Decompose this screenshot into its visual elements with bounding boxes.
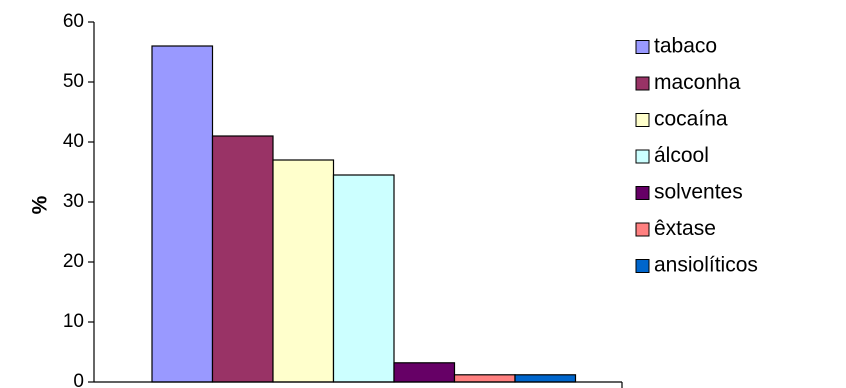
y-axis-label: % xyxy=(29,195,52,214)
bar-cocaína xyxy=(272,159,335,383)
legend-swatch xyxy=(635,222,650,237)
y-tick-label: 50 xyxy=(63,71,84,92)
bar-solventes xyxy=(393,362,456,383)
legend-label: êxtase xyxy=(654,217,716,240)
y-tick-label: 10 xyxy=(63,311,84,332)
bars xyxy=(151,45,577,383)
bar-êxtase xyxy=(453,374,516,383)
legend-label: solventes xyxy=(654,181,743,204)
legend-swatch xyxy=(635,149,650,164)
bar-maconha xyxy=(211,135,274,383)
legend-label: cocaína xyxy=(654,108,728,131)
bar-ansiolíticos xyxy=(514,374,577,383)
y-tick-label: 60 xyxy=(63,11,84,32)
y-tick-label: 40 xyxy=(63,131,84,152)
legend-swatch xyxy=(635,259,650,273)
legend-swatch xyxy=(635,186,650,200)
legend: tabaco maconha cocaína álcool solventes êxtas… xyxy=(635,35,758,277)
y-tick-label: 0 xyxy=(73,371,84,388)
y-axis: 0 10 20 30 40 50 60 xyxy=(63,11,95,388)
legend-swatch xyxy=(635,113,650,127)
legend-label: álcool xyxy=(654,144,709,167)
legend-swatch xyxy=(635,40,650,54)
y-tick-label: 20 xyxy=(63,251,84,272)
bar-álcool xyxy=(332,174,395,383)
legend-label: ansiolíticos xyxy=(654,254,758,277)
bar-tabaco xyxy=(151,45,214,383)
y-tick-label: 30 xyxy=(63,191,84,212)
legend-swatch xyxy=(635,76,650,91)
legend-label: maconha xyxy=(654,71,741,94)
legend-label: tabaco xyxy=(654,35,717,58)
x-axis xyxy=(94,381,623,388)
